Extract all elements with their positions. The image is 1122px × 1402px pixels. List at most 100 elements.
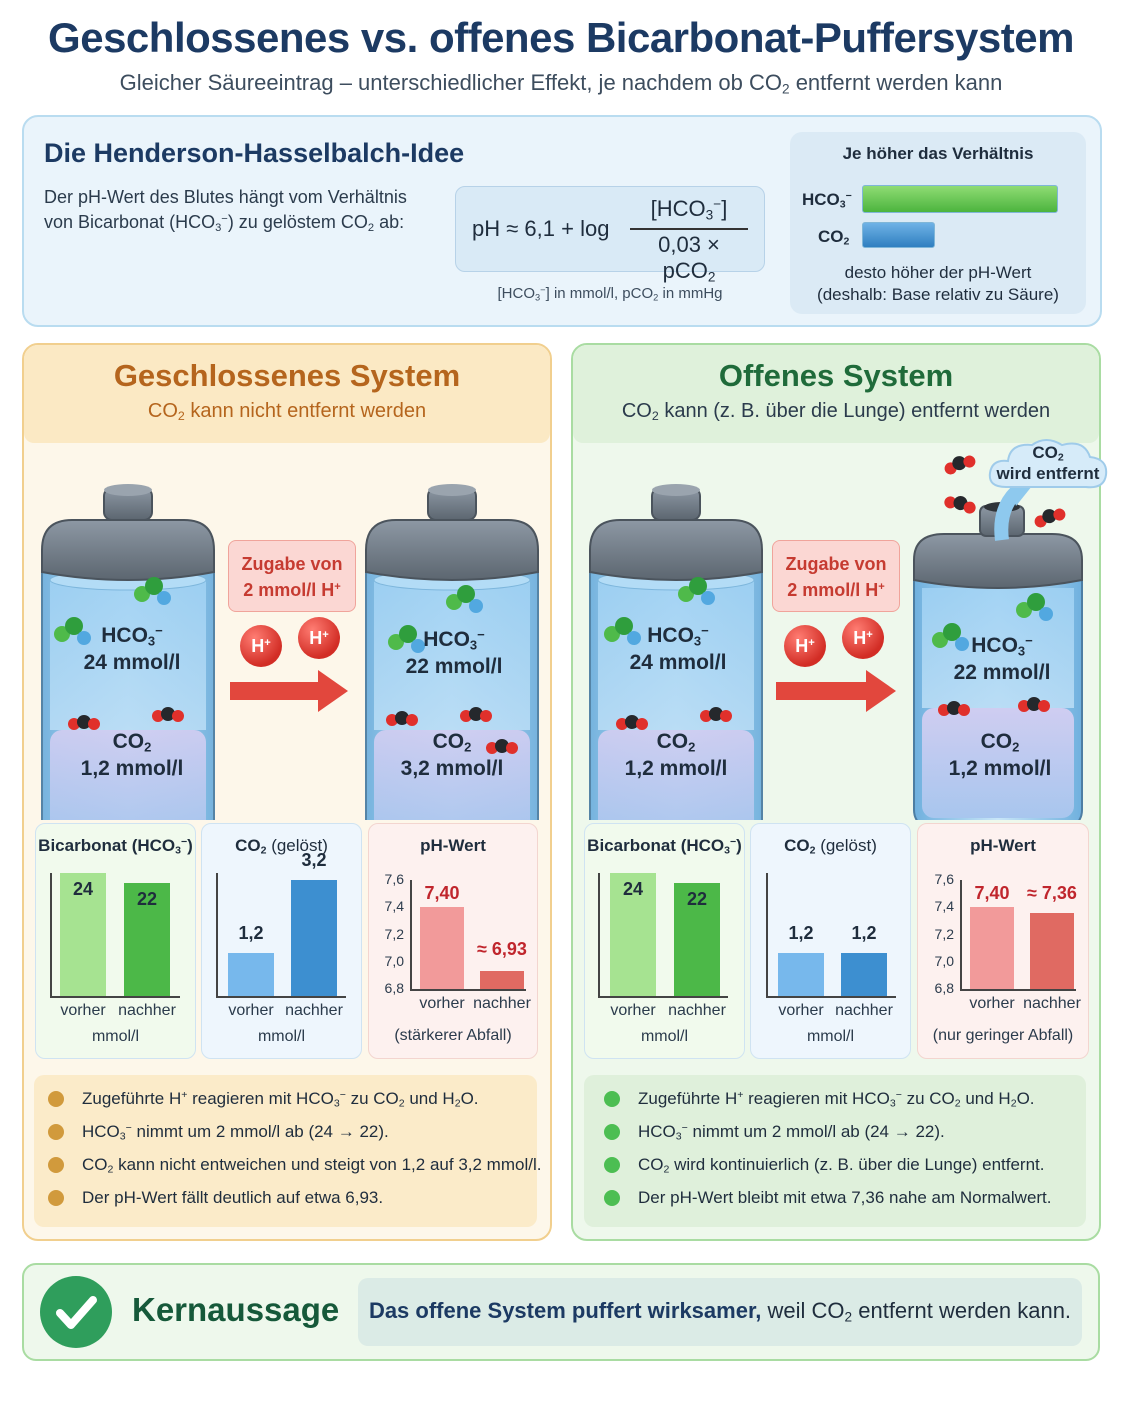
ratio-footnote-detail: (deshalb: Base relativ zu Säure) xyxy=(817,285,1059,304)
open-system-title: Offenes System xyxy=(718,358,954,393)
chart-note: (stärkerer Abfall) xyxy=(394,1027,512,1044)
chart-x-axis xyxy=(766,996,896,998)
page-title: Geschlossenes vs. offenes Bicarbonat-Puf… xyxy=(48,14,1074,61)
chart-y-axis xyxy=(960,880,962,989)
chart-y-tick-label: 7,6 xyxy=(934,871,954,887)
open-co2-card xyxy=(750,823,911,1059)
cloud-icon xyxy=(988,439,1108,489)
chart-x-axis xyxy=(598,996,728,998)
bullet-text: Der pH-Wert bleibt mit etwa 7,36 nahe am… xyxy=(638,1188,1052,1207)
closed-summary-box xyxy=(34,1075,537,1227)
proton-icon: H+ xyxy=(784,625,826,667)
cloud-label: CO2 wird entfernt xyxy=(996,443,1100,483)
chart-bar xyxy=(841,952,887,996)
page-subtitle: Gleicher Säureeintrag – unterschiedliche… xyxy=(119,70,1003,97)
chart-title: CO2 (gelöst) xyxy=(784,836,877,857)
bullet-item: CO2 wird kontinuierlich (z. B. über die … xyxy=(604,1155,1045,1175)
bullet-text: HCO3− nimmt um 2 mmol/l ab (24 → 22). xyxy=(638,1122,945,1143)
chart-title: Bicarbonat (HCO3−) xyxy=(38,836,193,857)
ratio-title: Je höher das Verhältnis xyxy=(842,144,1034,163)
chart-data-label: 24 xyxy=(622,879,644,899)
bullet-dot-icon xyxy=(48,1091,64,1107)
open-summary-box xyxy=(584,1075,1086,1227)
chart-data-label: 7,40 xyxy=(974,883,1010,904)
formula-fraction-bar xyxy=(630,228,748,230)
chart-title: CO2 (gelöst) xyxy=(235,836,328,857)
chart-data-label: 7,40 xyxy=(424,883,460,904)
chart-y-tick-label: 7,4 xyxy=(384,898,404,915)
chart-bar xyxy=(1030,912,1074,989)
bullet-text: Zugeführte H+ reagieren mit HCO3− zu CO2… xyxy=(638,1089,1035,1110)
open-jar1-co2-label: CO2 1,2 mmol/l xyxy=(624,730,728,780)
bullet-dot-icon xyxy=(48,1124,64,1140)
ratio-bar-co2 xyxy=(862,222,935,248)
ratio-footnote: desto höher der pH-Wert xyxy=(844,263,1032,282)
closed-jar1-hco3-label: HCO3− 24 mmol/l xyxy=(83,622,181,674)
bullet-dot-icon xyxy=(604,1124,620,1140)
bullet-text: Der pH-Wert fällt deutlich auf etwa 6,93… xyxy=(82,1188,384,1207)
bullet-dot-icon xyxy=(48,1190,64,1206)
closed-system-subtitle: CO2 kann nicht entfernt werden xyxy=(147,400,427,424)
closed-jar2-hco3-label: HCO3− 22 mmol/l xyxy=(405,626,503,678)
chart-y-tick-label: 7,6 xyxy=(384,871,404,887)
key-message-text: Das offene System puffert wirksamer, wei… xyxy=(368,1298,1072,1325)
closed-jar2-co2-label: CO2 3,2 mmol/l xyxy=(400,730,504,780)
jar-illustrations xyxy=(41,451,1083,820)
open-jar-after xyxy=(913,502,1083,820)
chart-x-tick-label: nachher xyxy=(285,1002,343,1019)
formula-units: [HCO3−] in mmol/l, pCO2 in mmHg xyxy=(497,284,723,303)
chart-title: Bicarbonat (HCO3−) xyxy=(587,836,742,857)
chart-data-label: 1,2 xyxy=(788,922,814,943)
chart-y-tick-label: 7,2 xyxy=(934,925,954,942)
chart-x-tick-label: vorher xyxy=(969,995,1015,1012)
hh-title: Die Henderson-Hasselbalch-Idee xyxy=(44,138,465,168)
chart-y-axis xyxy=(50,873,52,996)
chart-bar xyxy=(610,873,656,996)
chart-data-label: 3,2 xyxy=(301,850,327,871)
chart-y-axis xyxy=(410,880,412,989)
chart-y-tick-label: 6,8 xyxy=(934,980,954,996)
chart-y-axis xyxy=(766,873,768,996)
bullet-dot-icon xyxy=(48,1157,64,1173)
checkmark-icon xyxy=(40,1276,112,1348)
proton-icon: H+ xyxy=(298,617,340,659)
formula-lhs: pH ≈ 6,1 + log xyxy=(472,216,610,241)
chart-bar xyxy=(291,880,337,996)
chart-x-tick-label: nachher xyxy=(1023,995,1081,1012)
chart-bar xyxy=(480,971,524,989)
open-jar2-hco3-label: HCO3− 22 mmol/l xyxy=(953,632,1051,684)
open-jar2-co2-label: CO2 1,2 mmol/l xyxy=(948,730,1052,780)
chart-x-tick-label: nachher xyxy=(118,1002,176,1019)
bullet-item: Der pH-Wert bleibt mit etwa 7,36 nahe am… xyxy=(604,1188,1052,1208)
bullet-item: CO2 kann nicht entweichen und steigt von… xyxy=(48,1155,541,1175)
chart-bar xyxy=(970,907,1014,989)
bullet-item: HCO3− nimmt um 2 mmol/l ab (24 → 22). xyxy=(604,1122,945,1142)
bullet-text: HCO3− nimmt um 2 mmol/l ab (24 → 22). xyxy=(82,1122,389,1143)
closed-acid-addition-box: Zugabe von 2 mmol/l H+ xyxy=(228,540,356,612)
chart-x-axis xyxy=(410,989,526,991)
bullet-item: Der pH-Wert fällt deutlich auf etwa 6,93… xyxy=(48,1188,383,1208)
chart-bar xyxy=(60,873,106,996)
chart-bar xyxy=(778,952,824,996)
chart-title: pH-Wert xyxy=(420,836,486,855)
chart-x-tick-label: vorher xyxy=(610,1002,656,1019)
chart-data-label: 22 xyxy=(136,889,158,910)
chart-y-tick-label: 7,0 xyxy=(934,952,954,969)
chart-bar xyxy=(420,907,464,989)
bullet-dot-icon xyxy=(604,1157,620,1173)
ratio-bar-hco3 xyxy=(862,185,1058,213)
bullet-item: Zugeführte H+ reagieren mit HCO3− zu CO2… xyxy=(604,1089,1035,1109)
chart-x-axis xyxy=(216,996,346,998)
chart-bar xyxy=(228,952,274,996)
chart-unit-label: mmol/l xyxy=(640,1028,689,1045)
open-system-subtitle: CO2 kann (z. B. über die Lunge) entfernt… xyxy=(621,400,1051,424)
chart-data-label: 24 xyxy=(72,879,94,899)
chart-x-tick-label: nachher xyxy=(473,995,531,1012)
chart-data-label: 1,2 xyxy=(851,922,877,943)
bullet-text: CO2 kann nicht entweichen und steigt von… xyxy=(82,1155,542,1176)
closed-system-title: Geschlossenes System xyxy=(113,358,461,393)
bullet-text: CO2 wird kontinuierlich (z. B. über die … xyxy=(638,1155,1045,1176)
key-message-title: Kernaussage xyxy=(132,1291,340,1328)
ratio-box xyxy=(790,132,1086,314)
chart-x-tick-label: nachher xyxy=(835,1002,893,1019)
